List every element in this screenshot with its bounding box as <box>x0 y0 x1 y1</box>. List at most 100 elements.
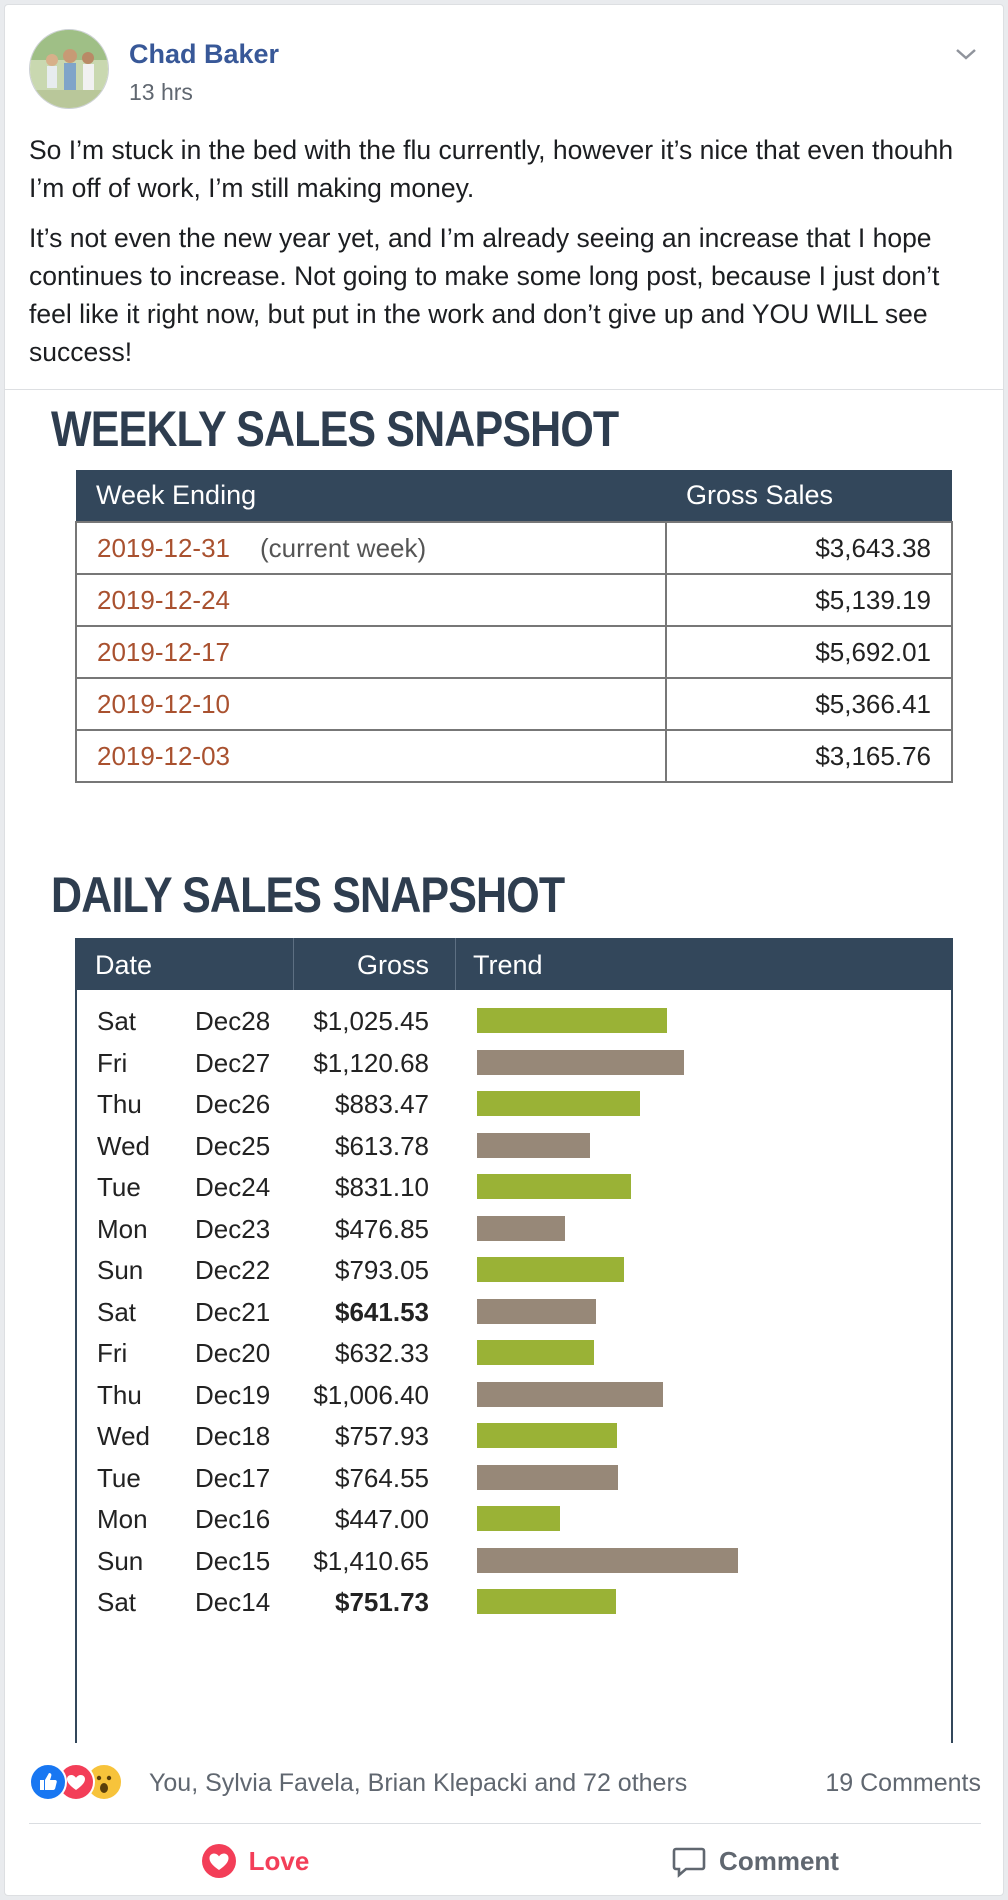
trend-bar <box>477 1091 640 1116</box>
gross-cell: $632.33 <box>335 1338 429 1368</box>
gross-sales-cell: $3,643.38 <box>665 521 953 575</box>
week-ending-date: 2019-12-24 <box>97 584 230 615</box>
divider <box>29 1823 981 1824</box>
table-row: Thu Dec19 $1,006.40 <box>77 1370 951 1420</box>
week-ending-date: 2019-12-17 <box>97 636 230 667</box>
week-ending-cell: 2019-12-17 <box>75 625 667 679</box>
day-cell: Thu <box>97 1089 142 1119</box>
gross-cell: $751.73 <box>335 1587 429 1617</box>
avatar[interactable] <box>29 29 109 109</box>
gross-cell: $447.00 <box>335 1504 429 1534</box>
week-ending-cell: 2019-12-10 <box>75 677 667 731</box>
daily-header-date: Date <box>95 950 153 980</box>
love-icon <box>201 1843 237 1879</box>
table-row: 2019-12-17 $5,692.01 <box>75 625 953 679</box>
table-row: 2019-12-31 (current week) $3,643.38 <box>75 521 953 575</box>
trend-bar <box>477 1008 667 1033</box>
weekly-header-week: Week Ending <box>76 470 666 522</box>
gross-cell: $613.78 <box>335 1130 429 1161</box>
table-row: Wed Dec18 $757.93 <box>77 1411 951 1461</box>
post-time[interactable]: 13 hrs <box>129 79 193 105</box>
gross-cell: $757.93 <box>335 1421 429 1451</box>
trend-bar <box>477 1464 618 1490</box>
day-cell: Fri <box>97 1338 128 1368</box>
date-cell: Dec28 <box>195 1006 271 1036</box>
trend-bar <box>477 1132 590 1158</box>
weekly-title: WEEKLY SALES SNAPSHOT <box>51 401 619 457</box>
chevron-down-icon[interactable] <box>951 39 981 69</box>
post-photo[interactable]: WEEKLY SALES SNAPSHOT Week Ending Gross … <box>5 389 1003 1743</box>
day-cell: Sun <box>97 1255 144 1285</box>
gross-cell: $1,120.68 <box>313 1047 429 1078</box>
table-row: Sat Dec21 $641.53 <box>77 1287 951 1337</box>
week-ending-date: 2019-12-31 <box>97 532 230 563</box>
day-cell: Thu <box>97 1379 142 1410</box>
day-cell: Tue <box>97 1172 141 1202</box>
gross-cell: $764.55 <box>335 1462 429 1493</box>
week-ending-cell: 2019-12-24 <box>75 573 667 627</box>
comment-icon <box>671 1843 707 1879</box>
date-cell: Dec15 <box>195 1545 271 1576</box>
gross-sales-cell: $3,165.76 <box>665 729 953 783</box>
table-row: Tue Dec24 $831.10 <box>77 1162 951 1212</box>
date-cell: Dec19 <box>195 1379 271 1410</box>
gross-cell: $1,025.45 <box>313 1006 429 1036</box>
author-name[interactable]: Chad Baker <box>129 39 280 69</box>
table-row: 2019-12-10 $5,366.41 <box>75 677 953 731</box>
comments-count[interactable]: 19 Comments <box>825 1769 981 1797</box>
post-paragraph: It’s not even the new year yet, and I’m … <box>29 223 940 367</box>
trend-bar <box>477 1381 663 1407</box>
post-card: Chad Baker 13 hrs So I’m stuck in the be… <box>4 4 1004 1896</box>
day-cell: Wed <box>97 1130 150 1161</box>
day-cell: Tue <box>97 1462 141 1493</box>
comment-label: Comment <box>719 1845 839 1876</box>
trend-bar <box>477 1298 596 1324</box>
post-actions: Love Comment <box>5 1825 1003 1895</box>
date-cell: Dec27 <box>195 1047 271 1078</box>
love-label: Love <box>248 1845 310 1876</box>
table-row: Thu Dec26 $883.47 <box>77 1079 951 1129</box>
date-cell: Dec21 <box>195 1296 271 1327</box>
table-row: Mon Dec23 $476.85 <box>77 1204 951 1254</box>
date-cell: Dec25 <box>195 1130 271 1161</box>
date-cell: Dec26 <box>195 1089 271 1119</box>
comment-button[interactable]: Comment <box>525 1825 985 1895</box>
gross-sales-cell: $5,692.01 <box>665 625 953 679</box>
gross-cell: $641.53 <box>335 1296 429 1327</box>
weekly-sales-table: Week Ending Gross Sales 2019-12-31 (curre… <box>75 470 953 783</box>
gross-cell: $883.47 <box>335 1089 429 1119</box>
day-cell: Mon <box>97 1213 148 1244</box>
date-cell: Dec16 <box>195 1504 271 1534</box>
gross-cell: $476.85 <box>335 1213 429 1244</box>
trend-bar <box>477 1547 738 1573</box>
date-cell: Dec14 <box>195 1587 271 1617</box>
table-row: Tue Dec17 $764.55 <box>77 1453 951 1503</box>
day-cell: Wed <box>97 1421 150 1451</box>
weekly-header-sales: Gross Sales <box>666 470 952 522</box>
daily-header-gross: Gross <box>356 950 429 980</box>
day-cell: Fri <box>97 1047 128 1078</box>
post-paragraph: So I’m stuck in the bed with the flu cur… <box>29 135 954 203</box>
day-cell: Sat <box>97 1587 137 1617</box>
table-row: Sat Dec14 $751.73 <box>77 1577 951 1627</box>
love-button[interactable]: Love <box>25 1825 485 1895</box>
table-row: 2019-12-03 $3,165.76 <box>75 729 953 783</box>
week-ending-date: 2019-12-03 <box>97 740 230 771</box>
reaction-names[interactable]: You, Sylvia Favela, Brian Klepacki and 7… <box>149 1769 688 1797</box>
day-cell: Sun <box>97 1545 144 1576</box>
trend-bar <box>477 1589 616 1614</box>
post-text: So I’m stuck in the bed with the flu cur… <box>29 131 989 383</box>
post-header: Chad Baker 13 hrs <box>29 29 981 113</box>
reactions-bar[interactable]: You, Sylvia Favela, Brian Klepacki and 7… <box>29 1761 981 1805</box>
table-row: 2019-12-24 $5,139.19 <box>75 573 953 627</box>
date-cell: Dec17 <box>195 1462 271 1493</box>
table-row: Wed Dec25 $613.78 <box>77 1121 951 1171</box>
trend-bar <box>477 1049 684 1075</box>
table-row: Sun Dec15 $1,410.65 <box>77 1536 951 1586</box>
reaction-icons[interactable] <box>29 1763 139 1803</box>
trend-bar <box>477 1340 594 1365</box>
trend-bar <box>477 1174 631 1199</box>
table-row: Sat Dec28 $1,025.45 <box>77 996 951 1046</box>
table-row: Mon Dec16 $447.00 <box>77 1494 951 1544</box>
week-note: (current week) <box>260 532 427 563</box>
